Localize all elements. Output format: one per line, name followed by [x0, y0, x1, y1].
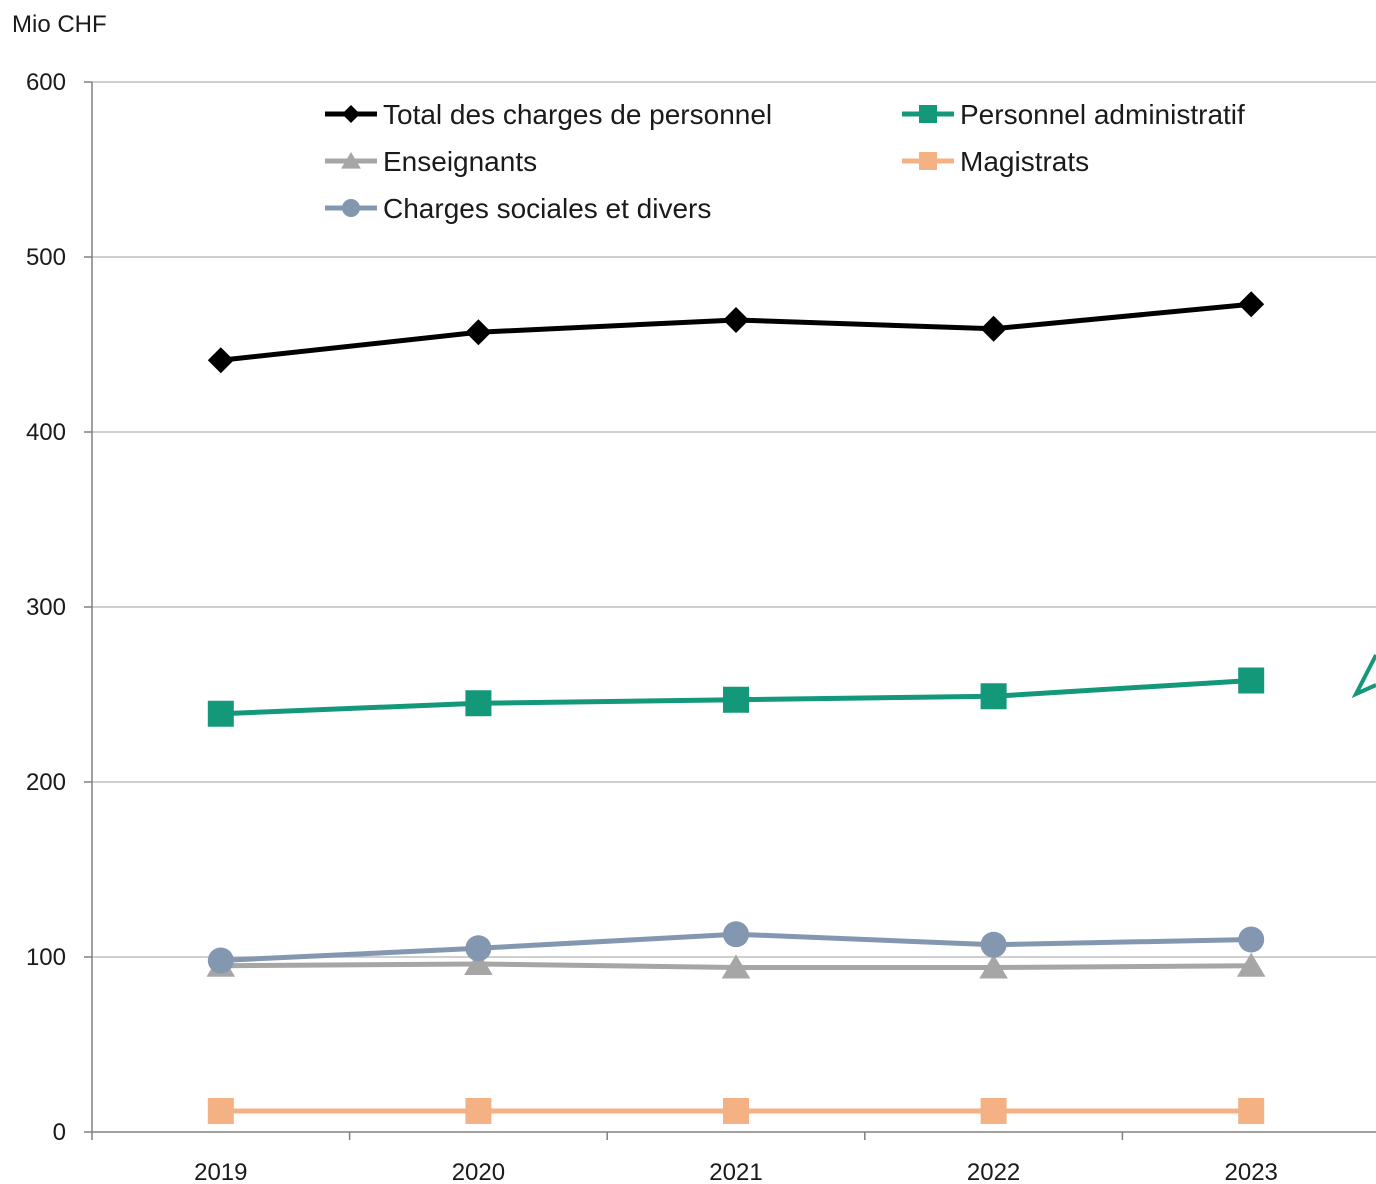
data-point [1238, 667, 1265, 694]
legend-marker [342, 105, 360, 123]
data-point [723, 307, 749, 333]
legend-item: Enseignants [325, 146, 537, 177]
data-point [1238, 926, 1265, 953]
data-point [465, 1098, 492, 1124]
y-tick-label: 600 [26, 69, 66, 96]
data-point [464, 951, 493, 976]
legend-marker [342, 199, 360, 217]
legend-item: Total des charges de personnel [325, 99, 772, 130]
legend-label: Total des charges de personnel [383, 99, 772, 130]
legend-item: Personnel administratif [902, 99, 1245, 130]
legend-marker [341, 152, 361, 169]
legend-label: Magistrats [960, 146, 1089, 177]
data-point [207, 700, 234, 727]
data-point [465, 319, 492, 346]
data-series [206, 291, 1266, 1124]
legend: Total des charges de personnel Personnel … [325, 99, 1245, 224]
y-tick-label: 0 [53, 1119, 66, 1146]
data-point [465, 690, 492, 717]
data-point [207, 347, 234, 374]
trend-arrow-icon [1351, 654, 1376, 699]
data-point [1238, 1098, 1265, 1124]
series-charges-sociales-et-divers [207, 921, 1265, 974]
legend-marker [919, 105, 937, 123]
x-tick-label: 2023 [1225, 1159, 1278, 1184]
gridlines [92, 81, 1376, 958]
data-point [721, 954, 751, 979]
axes: 0 100 200 300 400 500 600 2019 2020 2021 2022 2023 [26, 69, 1376, 1184]
data-point [1236, 952, 1266, 977]
data-point [1238, 291, 1265, 318]
data-point [980, 683, 1007, 710]
series-magistrats [207, 1098, 1265, 1124]
x-tick-label: 2021 [709, 1159, 762, 1184]
data-point [465, 935, 492, 962]
legend-marker [919, 152, 937, 170]
x-tick-label: 2019 [194, 1159, 247, 1184]
x-tick-label: 2020 [452, 1159, 505, 1184]
data-point [207, 1098, 234, 1124]
series-total-des-charges-de-personnel [207, 291, 1265, 374]
y-axis-unit-label: Mio CHF [12, 11, 107, 38]
data-point [979, 954, 1008, 979]
legend-item: Magistrats [902, 146, 1089, 177]
y-tick-label: 100 [26, 944, 66, 971]
legend-label: Personnel administratif [960, 99, 1245, 130]
data-point [723, 686, 749, 713]
data-point [980, 931, 1007, 958]
legend-label: Enseignants [383, 146, 537, 177]
data-point [980, 315, 1007, 342]
legend-label: Charges sociales et divers [383, 193, 711, 224]
data-point [207, 947, 234, 974]
y-tick-label: 300 [26, 594, 66, 621]
x-tick-label: 2022 [967, 1159, 1020, 1184]
data-point [723, 921, 749, 948]
y-tick-label: 200 [26, 769, 66, 796]
data-point [980, 1098, 1007, 1124]
legend-item: Charges sociales et divers [325, 193, 711, 224]
y-tick-label: 500 [26, 244, 66, 271]
series-personnel-administratif [207, 667, 1265, 727]
y-tick-label: 400 [26, 419, 66, 446]
data-point [723, 1098, 749, 1124]
